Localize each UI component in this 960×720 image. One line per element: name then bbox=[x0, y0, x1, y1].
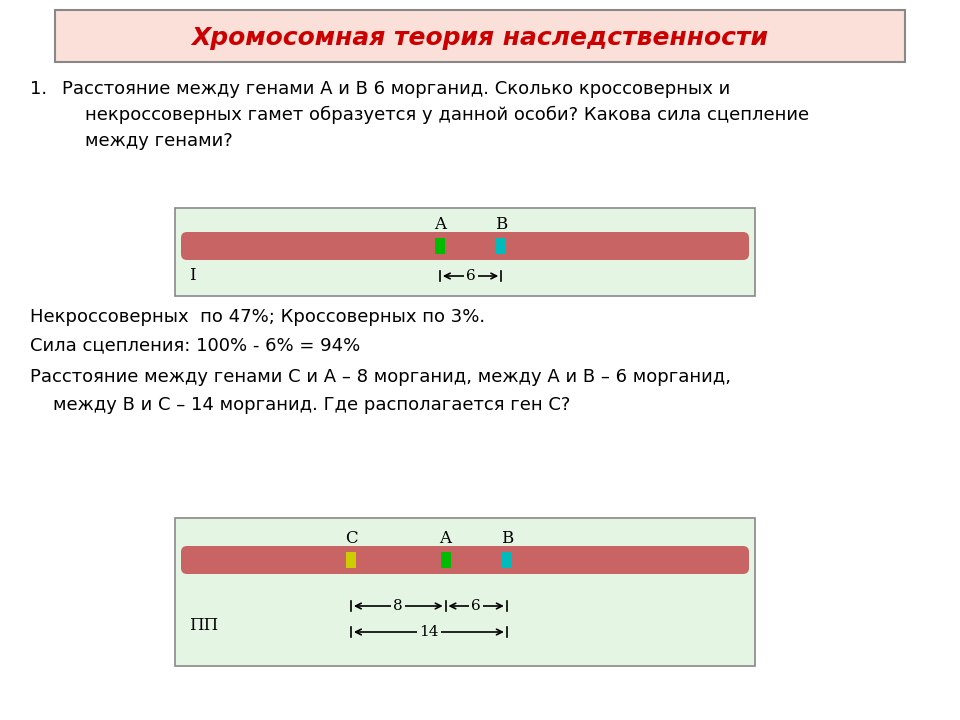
FancyBboxPatch shape bbox=[441, 552, 450, 568]
Text: ΠΠ: ΠΠ bbox=[189, 618, 218, 634]
FancyBboxPatch shape bbox=[175, 208, 755, 296]
Text: B: B bbox=[500, 530, 513, 547]
Text: A: A bbox=[440, 530, 451, 547]
Text: Хромосомная теория наследственности: Хромосомная теория наследственности bbox=[191, 26, 769, 50]
Text: Сила сцепления: 100% - 6% = 94%: Сила сцепления: 100% - 6% = 94% bbox=[30, 336, 360, 354]
FancyBboxPatch shape bbox=[435, 238, 445, 254]
FancyBboxPatch shape bbox=[175, 518, 755, 666]
Text: B: B bbox=[495, 216, 507, 233]
Text: I: I bbox=[189, 268, 196, 284]
Text: 8: 8 bbox=[394, 599, 403, 613]
FancyBboxPatch shape bbox=[502, 552, 512, 568]
Text: A: A bbox=[434, 216, 446, 233]
Text: C: C bbox=[345, 530, 357, 547]
Text: Расстояние между генами С и А – 8 морганид, между А и В – 6 морганид,: Расстояние между генами С и А – 8 морган… bbox=[30, 368, 731, 386]
FancyBboxPatch shape bbox=[181, 232, 749, 260]
FancyBboxPatch shape bbox=[346, 552, 356, 568]
Text: между В и С – 14 морганид. Где располагается ген С?: между В и С – 14 морганид. Где располага… bbox=[30, 396, 570, 414]
Text: 6: 6 bbox=[471, 599, 481, 613]
Text: Расстояние между генами А и В 6 морганид. Сколько кроссоверных и
    некроссовер: Расстояние между генами А и В 6 морганид… bbox=[62, 80, 809, 150]
Text: Некроссоверных  по 47%; Кроссоверных по 3%.: Некроссоверных по 47%; Кроссоверных по 3… bbox=[30, 308, 485, 326]
FancyBboxPatch shape bbox=[181, 546, 749, 574]
Text: 14: 14 bbox=[420, 625, 439, 639]
FancyBboxPatch shape bbox=[55, 10, 905, 62]
Text: 1.: 1. bbox=[30, 80, 47, 98]
FancyBboxPatch shape bbox=[496, 238, 506, 254]
Text: 6: 6 bbox=[466, 269, 475, 283]
